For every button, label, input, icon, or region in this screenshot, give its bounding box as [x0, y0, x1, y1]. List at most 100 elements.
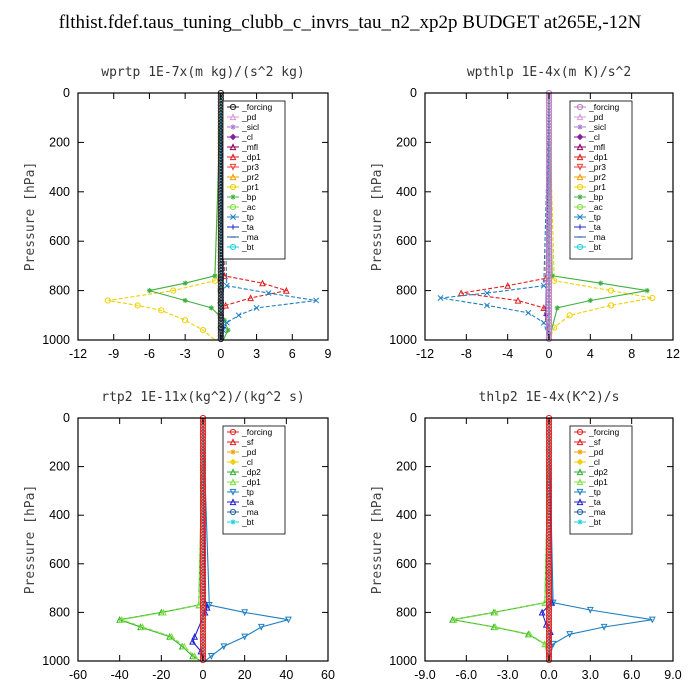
- series-line-dp1: [453, 417, 550, 662]
- legend-label: _pr1: [241, 182, 259, 192]
- legend-label: _sf: [588, 437, 601, 447]
- zero-profile-point: [545, 426, 553, 433]
- zero-profile-point: [545, 423, 553, 430]
- zero-profile-point: [199, 589, 207, 597]
- x-tick-label: -9.0: [414, 668, 436, 682]
- data-point: [587, 297, 593, 304]
- zero-profile-point: [545, 446, 553, 454]
- legend-label: _ta: [588, 497, 601, 507]
- zero-profile-point: [545, 592, 553, 599]
- zero-profile-point: [545, 487, 553, 494]
- zero-profile-point: [545, 306, 553, 313]
- zero-profile-point: [545, 636, 553, 643]
- zero-profile-point: [199, 595, 207, 602]
- zero-profile-point: [199, 636, 207, 643]
- data-point: [199, 327, 207, 334]
- panel-title: rtp2 1E-11x(kg^2)/(kg^2 s): [101, 390, 305, 405]
- x-tick-label: 0.0: [540, 668, 557, 682]
- zero-profile-point: [199, 467, 207, 474]
- zero-profile-point: [199, 446, 207, 454]
- x-tick-label: 6: [289, 347, 296, 361]
- zero-profile-point: [545, 315, 553, 322]
- zero-profile-point: [199, 621, 207, 629]
- zero-profile-point: [545, 493, 553, 500]
- legend-marker: [577, 519, 583, 525]
- zero-profile-point: [199, 519, 207, 527]
- x-tick-label: 0: [217, 347, 224, 361]
- x-tick-label: -4: [502, 347, 513, 361]
- x-tick-label: 60: [321, 668, 335, 682]
- zero-profile-point: [545, 327, 553, 334]
- data-point: [437, 295, 444, 301]
- y-tick-label: 0: [410, 86, 417, 100]
- zero-profile-point: [199, 444, 207, 451]
- zero-profile-point: [199, 627, 207, 634]
- y-tick-label: 0: [410, 411, 417, 425]
- y-tick-label: 0: [63, 411, 70, 425]
- data-point: [526, 630, 534, 638]
- zero-profile-point: [545, 246, 553, 254]
- zero-profile-point: [199, 572, 207, 579]
- legend-marker: [229, 458, 237, 466]
- zero-profile-point: [545, 255, 553, 263]
- legend-marker: [577, 124, 583, 130]
- zero-profile-point: [545, 270, 553, 277]
- zero-profile-point: [545, 288, 553, 295]
- zero-profile-point: [199, 473, 207, 480]
- zero-profile-point: [545, 122, 553, 129]
- zero-profile-point: [545, 241, 553, 248]
- zero-profile-point: [545, 285, 553, 292]
- data-point: [247, 294, 255, 302]
- zero-profile-point: [199, 551, 207, 559]
- zero-profile-point: [199, 581, 207, 588]
- legend-label: _pd: [241, 112, 256, 122]
- data-point: [160, 608, 167, 616]
- zero-profile-point: [545, 143, 553, 150]
- zero-profile-point: [545, 505, 553, 512]
- zero-profile-point: [217, 267, 224, 274]
- legend-marker: [577, 194, 583, 200]
- y-tick-label: 600: [49, 557, 70, 571]
- legend-label: _dp1: [588, 477, 608, 487]
- data-point: [168, 632, 176, 640]
- x-tick-label: 9: [325, 347, 332, 361]
- zero-profile-point: [545, 578, 553, 585]
- data-point: [598, 280, 604, 286]
- zero-profile-point: [545, 514, 553, 521]
- zero-profile-point: [545, 282, 553, 289]
- zero-profile-point: [545, 291, 553, 298]
- zero-profile-point: [199, 479, 207, 486]
- zero-profile-point: [199, 648, 207, 655]
- zero-profile-point: [545, 146, 553, 153]
- legend-marker: [229, 243, 237, 251]
- series-line-pr1: [107, 92, 222, 341]
- x-tick-label: 12: [666, 347, 680, 361]
- y-tick-label: 200: [396, 460, 417, 474]
- zero-profile-point: [199, 511, 207, 518]
- zero-profile-point: [545, 110, 553, 117]
- legend-label: _tp: [241, 487, 254, 497]
- zero-profile-point: [545, 525, 553, 532]
- legend-label: _bp: [241, 192, 256, 202]
- legend-marker: [576, 508, 584, 516]
- zero-profile-point: [545, 140, 553, 147]
- zero-profile-point: [545, 161, 553, 168]
- legend-label: _mfl: [241, 142, 258, 152]
- zero-profile-point: [545, 639, 553, 646]
- zero-profile-point: [199, 534, 207, 541]
- legend-marker: [230, 224, 236, 230]
- legend-label: _dp1: [588, 152, 608, 162]
- legend-marker: [576, 173, 584, 181]
- legend-label: _pr2: [588, 172, 606, 182]
- zero-profile-point: [217, 288, 224, 295]
- legend-marker: [229, 113, 237, 121]
- panel-title: wpthlp 1E-4x(m K)/s^2: [467, 65, 631, 80]
- x-tick-label: -8: [461, 347, 472, 361]
- zero-profile-point: [545, 276, 553, 283]
- y-axis-label: Pressure [hPa]: [23, 485, 38, 595]
- zero-profile-point: [545, 324, 553, 331]
- zero-profile-point: [545, 449, 553, 457]
- zero-profile-point: [545, 98, 553, 105]
- y-tick-label: 1000: [389, 333, 417, 347]
- zero-profile-point: [199, 610, 207, 617]
